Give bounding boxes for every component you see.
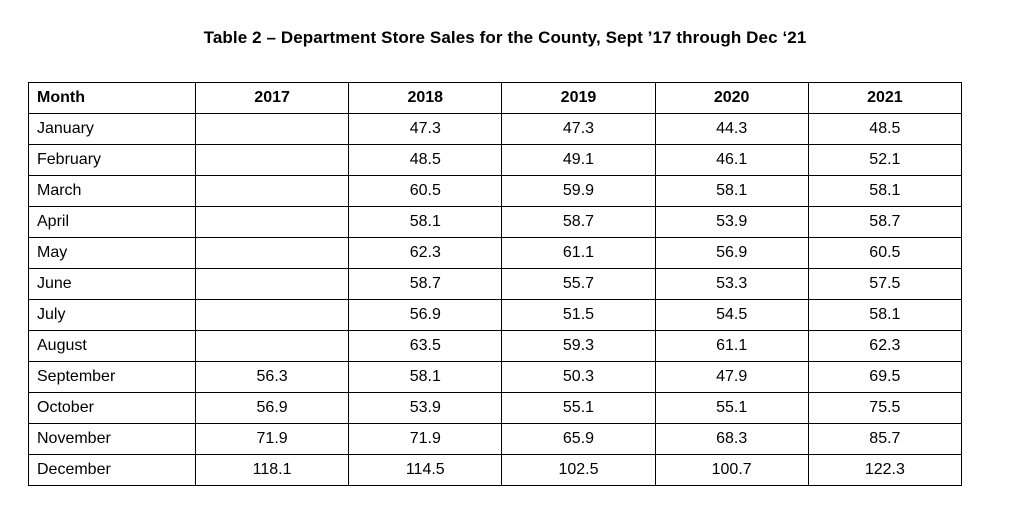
value-cell: 114.5 [348,454,503,486]
table-row: March 60.5 59.9 58.1 58.1 [28,175,963,207]
month-cell: March [28,175,196,207]
value-cell: 58.7 [501,206,656,238]
month-cell: May [28,237,196,269]
value-cell: 48.5 [807,113,963,145]
value-cell: 55.1 [501,392,656,424]
value-cell: 47.3 [348,113,503,145]
table-row: September 56.3 58.1 50.3 47.9 69.5 [28,361,963,393]
value-cell: 47.3 [501,113,656,145]
table-row: October 56.9 53.9 55.1 55.1 75.5 [28,392,963,424]
value-cell: 62.3 [348,237,503,269]
month-cell: August [28,330,196,362]
column-header-year-2021: 2021 [807,82,963,114]
value-cell: 58.1 [807,175,963,207]
value-cell: 60.5 [348,175,503,207]
value-cell: 56.3 [194,361,350,393]
table-row: July 56.9 51.5 54.5 58.1 [28,299,963,331]
column-header-year-2018: 2018 [348,82,503,114]
value-cell [194,175,350,207]
value-cell [194,237,350,269]
value-cell: 55.1 [654,392,809,424]
value-cell: 54.5 [654,299,809,331]
table-row: June 58.7 55.7 53.3 57.5 [28,268,963,300]
month-cell: June [28,268,196,300]
column-header-year-2017: 2017 [194,82,350,114]
table-header: Month 2017 2018 2019 2020 2021 [28,82,963,114]
value-cell: 122.3 [807,454,963,486]
value-cell: 56.9 [654,237,809,269]
value-cell: 56.9 [348,299,503,331]
value-cell: 59.9 [501,175,656,207]
value-cell: 57.5 [807,268,963,300]
value-cell: 68.3 [654,423,809,455]
value-cell: 71.9 [194,423,350,455]
value-cell: 100.7 [654,454,809,486]
month-cell: October [28,392,196,424]
value-cell: 69.5 [807,361,963,393]
value-cell: 58.7 [807,206,963,238]
value-cell: 46.1 [654,144,809,176]
value-cell: 53.9 [348,392,503,424]
month-cell: July [28,299,196,331]
header-row: Month 2017 2018 2019 2020 2021 [28,82,963,114]
value-cell: 47.9 [654,361,809,393]
column-header-year-2020: 2020 [654,82,809,114]
value-cell: 52.1 [807,144,963,176]
month-cell: April [28,206,196,238]
value-cell: 118.1 [194,454,350,486]
value-cell: 56.9 [194,392,350,424]
value-cell [194,268,350,300]
department-store-sales-table: Month 2017 2018 2019 2020 2021 January 47.3 47.… [28,82,963,486]
value-cell [194,299,350,331]
value-cell: 75.5 [807,392,963,424]
value-cell: 58.1 [654,175,809,207]
value-cell: 58.1 [348,206,503,238]
table-caption: Table 2 – Department Store Sales for the… [203,28,807,47]
table-body: January 47.3 47.3 44.3 48.5 February 48.5 49.1 4… [28,113,963,486]
value-cell: 58.7 [348,268,503,300]
value-cell: 44.3 [654,113,809,145]
month-cell: November [28,423,196,455]
month-cell: December [28,454,196,486]
value-cell: 61.1 [501,237,656,269]
table-row: December 118.1 114.5 102.5 100.7 122.3 [28,454,963,486]
table-row: February 48.5 49.1 46.1 52.1 [28,144,963,176]
table-row: August 63.5 59.3 61.1 62.3 [28,330,963,362]
value-cell: 65.9 [501,423,656,455]
table-row: January 47.3 47.3 44.3 48.5 [28,113,963,145]
column-header-year-2019: 2019 [501,82,656,114]
value-cell [194,113,350,145]
value-cell: 51.5 [501,299,656,331]
value-cell [194,206,350,238]
table-row: November 71.9 71.9 65.9 68.3 85.7 [28,423,963,455]
value-cell: 58.1 [348,361,503,393]
value-cell: 53.3 [654,268,809,300]
value-cell: 63.5 [348,330,503,362]
month-cell: January [28,113,196,145]
month-cell: September [28,361,196,393]
value-cell [194,330,350,362]
value-cell: 55.7 [501,268,656,300]
value-cell: 48.5 [348,144,503,176]
value-cell: 50.3 [501,361,656,393]
value-cell: 61.1 [654,330,809,362]
value-cell: 85.7 [807,423,963,455]
value-cell: 59.3 [501,330,656,362]
value-cell: 102.5 [501,454,656,486]
value-cell: 49.1 [501,144,656,176]
value-cell: 62.3 [807,330,963,362]
value-cell: 60.5 [807,237,963,269]
value-cell: 71.9 [348,423,503,455]
column-header-month: Month [28,82,196,114]
value-cell: 53.9 [654,206,809,238]
month-cell: February [28,144,196,176]
value-cell [194,144,350,176]
table-row: May 62.3 61.1 56.9 60.5 [28,237,963,269]
table-row: April 58.1 58.7 53.9 58.7 [28,206,963,238]
value-cell: 58.1 [807,299,963,331]
